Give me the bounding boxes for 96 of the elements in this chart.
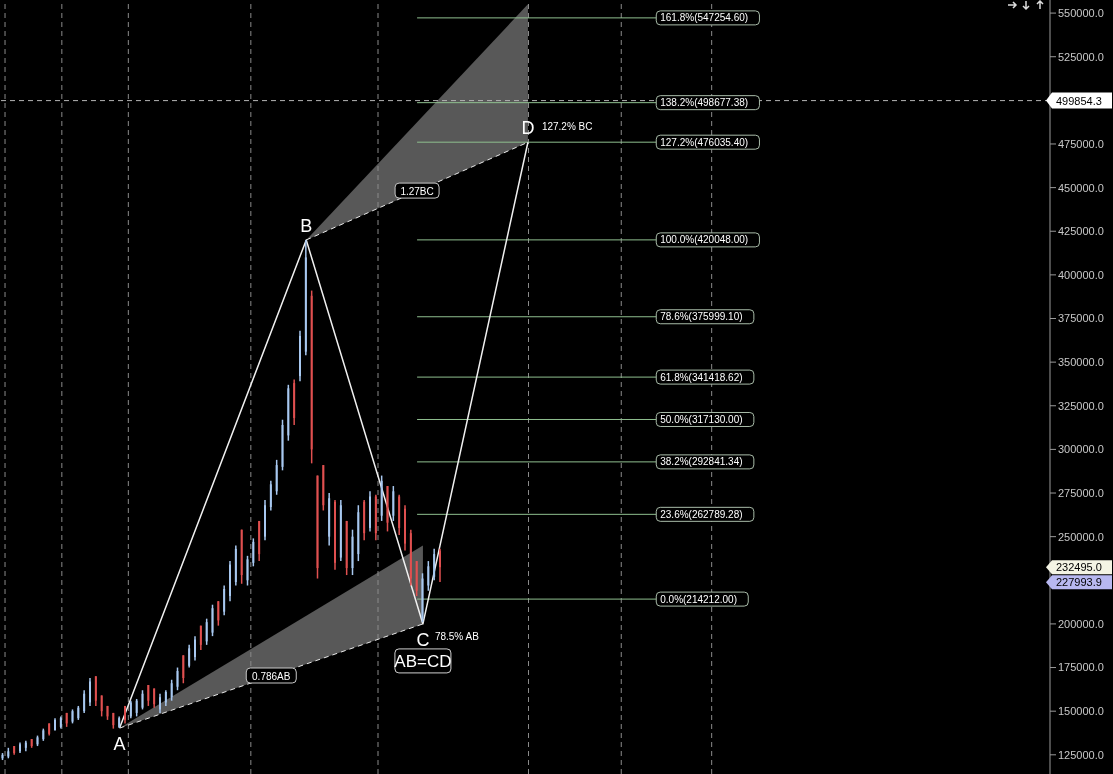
candlestick xyxy=(415,560,418,597)
y-tick-label: 300000.0 xyxy=(1058,443,1104,456)
y-tick-label: 350000.0 xyxy=(1058,356,1104,369)
y-tick-label: 525000.0 xyxy=(1058,50,1104,63)
candlestick xyxy=(264,499,266,541)
data-label: D xyxy=(521,118,535,139)
y-tick-label: 150000.0 xyxy=(1058,705,1104,718)
candlestick xyxy=(427,560,430,592)
candlestick xyxy=(252,537,255,568)
ref-line-label: 0.0%(214212.00) xyxy=(660,593,737,605)
ref-line-label: 38.2%(292841.34) xyxy=(660,456,743,468)
candlestick xyxy=(299,329,301,383)
candlestick xyxy=(357,504,360,562)
candlestick xyxy=(392,485,395,522)
ref-line-label: 61.8%(341418.62) xyxy=(660,371,743,383)
candlestick xyxy=(240,528,243,585)
candlestick xyxy=(433,548,436,582)
candlestick xyxy=(106,705,109,721)
candlestick xyxy=(217,600,220,627)
candlestick xyxy=(170,679,173,702)
ref-line-label: 138.2%(498677.38) xyxy=(660,97,749,109)
candlestick xyxy=(100,694,103,718)
candlestick xyxy=(351,528,354,576)
candlestick xyxy=(287,384,290,442)
data-label: B xyxy=(300,215,313,236)
text: 227993.9 xyxy=(1056,576,1102,589)
ref-line-label: 161.8%(547254.60) xyxy=(660,12,749,24)
candlestick xyxy=(199,624,202,651)
candlestick xyxy=(30,738,33,749)
candlestick xyxy=(159,692,161,714)
candlestick xyxy=(112,712,115,730)
candlestick xyxy=(386,485,389,533)
candlestick xyxy=(246,555,249,587)
y-tick-label: 325000.0 xyxy=(1058,399,1104,412)
annotation: 127.2% BC xyxy=(541,121,593,133)
text: 232495.0 xyxy=(1056,561,1102,574)
candlestick xyxy=(404,504,406,552)
y-tick-label: 125000.0 xyxy=(1058,748,1104,761)
annotation: 78.5% AB xyxy=(434,630,480,642)
y-tick-label: 400000.0 xyxy=(1058,268,1104,281)
candlestick xyxy=(322,464,325,512)
y-tick-label: 450000.0 xyxy=(1058,181,1104,194)
y-tick-label: 550000.0 xyxy=(1058,6,1104,19)
candlestick xyxy=(421,572,424,623)
candlestick xyxy=(71,708,74,725)
candlestick xyxy=(369,490,371,533)
candlestick xyxy=(188,644,191,669)
candlestick xyxy=(65,712,68,728)
candlestick xyxy=(77,705,80,721)
ref-line-label: 23.6%(262789.28) xyxy=(660,508,743,520)
candlestick xyxy=(281,418,284,472)
candlestick xyxy=(223,584,226,616)
candlestick xyxy=(36,734,39,747)
y-tick-label: 475000.0 xyxy=(1058,137,1104,150)
data-label: A xyxy=(113,734,126,755)
candlestick xyxy=(124,705,126,725)
y-tick-label: 250000.0 xyxy=(1058,530,1104,543)
candlestick xyxy=(89,677,91,707)
ref-line-label: 78.6%(375999.10) xyxy=(660,311,743,323)
y-tick-label: 200000.0 xyxy=(1058,617,1104,630)
candlestick xyxy=(147,684,150,707)
series-label: 1.27BC xyxy=(400,185,434,197)
candlestick xyxy=(19,741,21,754)
ref-line-label: 50.0%(317130.00) xyxy=(660,414,743,425)
candlestick xyxy=(334,499,336,571)
line-series xyxy=(118,141,529,729)
candlestick xyxy=(439,548,441,583)
candlestick xyxy=(275,459,278,496)
candlestick xyxy=(176,666,179,691)
candlestick xyxy=(194,635,196,662)
candlestick xyxy=(83,689,86,714)
candlestick xyxy=(310,289,313,465)
candlestick xyxy=(7,747,10,760)
ref-line-label: 100.0%(420048.00) xyxy=(660,234,749,246)
candlestick xyxy=(42,727,45,742)
ref-line-label: 499854.3 xyxy=(1056,94,1102,107)
data-label: C xyxy=(416,629,430,650)
candlestick xyxy=(141,689,144,711)
annotation: AB=CD xyxy=(394,651,452,671)
candlestick xyxy=(229,560,231,602)
candlestick xyxy=(211,603,214,637)
y-tick-label: 175000.0 xyxy=(1058,661,1104,674)
candlestick xyxy=(269,480,272,512)
series-label: 0.786AB xyxy=(252,670,291,682)
y-tick-label: 275000.0 xyxy=(1058,486,1104,499)
candlestick xyxy=(345,520,348,576)
candlestick xyxy=(182,654,185,684)
ref-line-label: 127.2%(476035.40) xyxy=(660,136,749,148)
candlestick xyxy=(205,617,208,646)
candlestick xyxy=(380,474,383,522)
y-tick-label: 425000.0 xyxy=(1058,225,1104,238)
candlestick xyxy=(153,687,156,709)
candlestick xyxy=(135,698,138,718)
candlestick xyxy=(54,717,56,732)
candlestick xyxy=(316,474,319,580)
y-tick-label: 375000.0 xyxy=(1058,312,1104,325)
